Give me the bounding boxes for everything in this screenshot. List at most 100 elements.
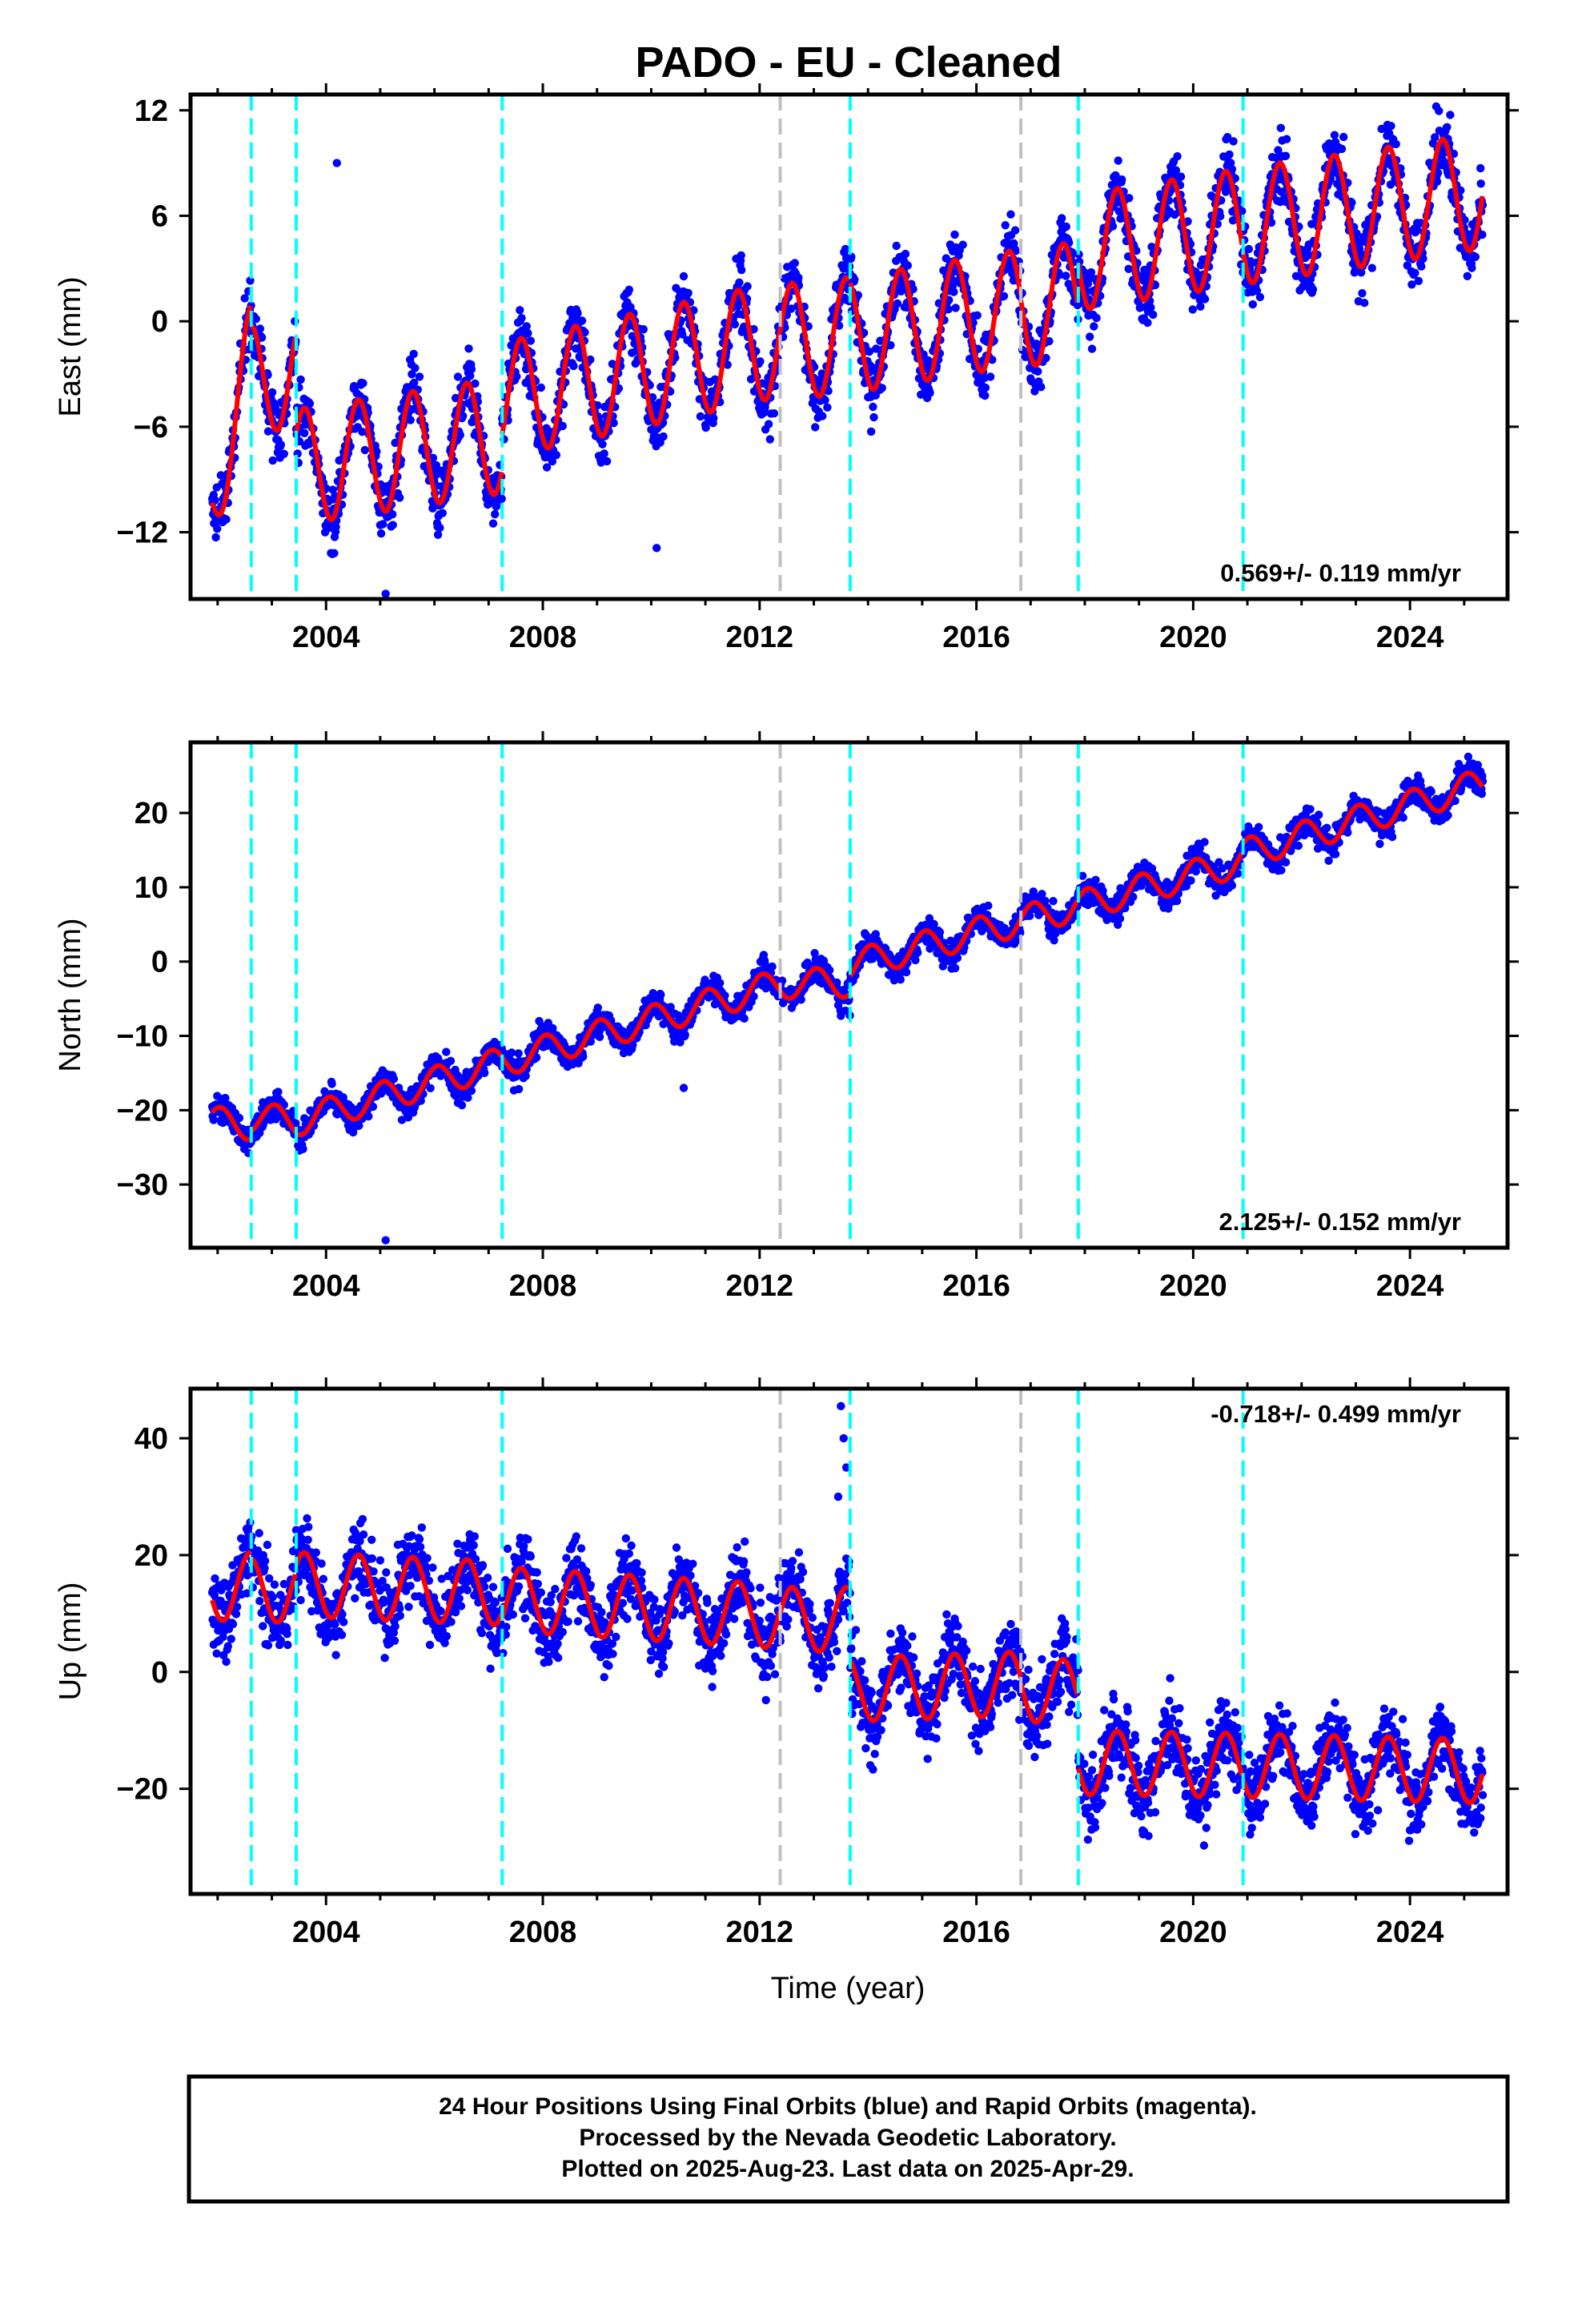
east-data-point bbox=[438, 509, 447, 517]
north-data-point bbox=[1012, 936, 1021, 945]
east-data-point bbox=[723, 360, 732, 369]
north-panel: 2004 2008 2012 2016 2020 2024−30−20−1001020No… bbox=[54, 731, 1519, 1303]
east-data-point bbox=[1146, 303, 1155, 312]
east-data-point bbox=[1431, 133, 1439, 142]
east-data-point bbox=[1387, 122, 1395, 131]
east-data-point bbox=[222, 515, 231, 524]
east-data-point bbox=[1229, 137, 1238, 146]
east-data-point bbox=[973, 311, 982, 320]
east-data-point bbox=[1281, 151, 1291, 160]
east-data-point bbox=[268, 456, 277, 465]
east-data-point bbox=[1087, 344, 1097, 353]
east-model-fit-segment bbox=[1018, 241, 1080, 368]
east-data-point bbox=[1176, 172, 1186, 181]
east-data-point bbox=[410, 378, 419, 388]
east-data-point bbox=[737, 251, 745, 260]
north-data-point bbox=[1078, 871, 1087, 880]
east-data-point bbox=[1114, 156, 1122, 165]
east-data-point bbox=[573, 309, 582, 318]
east-data-point bbox=[1227, 165, 1237, 174]
east-data-point bbox=[411, 364, 420, 372]
north-data-point bbox=[416, 1096, 425, 1105]
east-data-point bbox=[263, 427, 273, 436]
north-data-point bbox=[389, 1075, 399, 1084]
east-data-point bbox=[305, 399, 315, 408]
east-data-point bbox=[526, 336, 535, 345]
east-data-point bbox=[251, 315, 260, 324]
east-data-point bbox=[764, 420, 773, 428]
east-data-point bbox=[609, 419, 618, 428]
east-data-point bbox=[696, 412, 705, 421]
north-data-point bbox=[656, 991, 665, 999]
east-data-point bbox=[1010, 226, 1020, 235]
x-tick-label: 2008 bbox=[509, 621, 577, 654]
east-data-point bbox=[950, 230, 959, 239]
east-data-point bbox=[372, 447, 381, 456]
north-data-point bbox=[740, 1014, 749, 1023]
east-model-fit-segment bbox=[249, 323, 298, 433]
north-data-point bbox=[1049, 897, 1058, 906]
east-data-point bbox=[1377, 124, 1386, 134]
east-data-point bbox=[359, 379, 367, 388]
east-data-point bbox=[865, 347, 874, 356]
east-data-point bbox=[730, 320, 739, 329]
east-data-point bbox=[648, 393, 657, 402]
x-tick-label: 2016 bbox=[942, 621, 1010, 654]
north-data-point bbox=[464, 1093, 472, 1102]
east-data-point bbox=[467, 364, 476, 374]
east-data-point bbox=[471, 379, 480, 388]
east-data-point bbox=[524, 328, 532, 338]
east-data-point bbox=[428, 453, 438, 462]
north-data-point bbox=[595, 1032, 604, 1042]
north-data-point bbox=[901, 967, 911, 977]
east-data-point bbox=[950, 287, 958, 296]
east-data-point bbox=[602, 456, 612, 466]
east-data-point bbox=[756, 357, 765, 366]
east-data-point bbox=[1407, 280, 1416, 289]
x-tick-label: 2020 bbox=[1159, 621, 1227, 654]
east-data-point bbox=[1183, 217, 1192, 226]
east-data-point bbox=[1308, 285, 1318, 294]
east-data-point bbox=[213, 525, 222, 533]
east-data-point bbox=[999, 292, 1009, 300]
north-data-point bbox=[666, 1003, 675, 1011]
north-data-point bbox=[1147, 864, 1157, 873]
y-tick-label: 0 bbox=[151, 305, 168, 339]
east-data-point bbox=[598, 440, 607, 448]
north-data-point bbox=[467, 1086, 476, 1096]
east-data-point bbox=[279, 449, 288, 458]
north-data-point bbox=[676, 1038, 685, 1047]
east-data-point bbox=[379, 520, 387, 529]
east-data-point bbox=[1188, 305, 1198, 314]
east-data-point bbox=[1062, 271, 1070, 280]
east-data-point bbox=[497, 494, 506, 503]
east-data-point bbox=[1124, 264, 1133, 273]
north-data-point bbox=[274, 1088, 283, 1096]
east-data-point bbox=[1030, 387, 1039, 396]
north-data-point bbox=[376, 1089, 386, 1098]
north-data-point bbox=[327, 1080, 336, 1088]
east-data-point bbox=[1086, 267, 1096, 277]
east-data-point bbox=[1244, 244, 1254, 254]
y-tick-label: 6 bbox=[151, 199, 168, 233]
east-data-point bbox=[376, 529, 386, 538]
north-data-point bbox=[749, 992, 758, 1001]
east-data-point bbox=[1037, 383, 1046, 392]
east-data-point bbox=[1419, 254, 1427, 263]
east-data-point bbox=[1118, 175, 1126, 184]
east-data-point bbox=[1352, 229, 1361, 238]
north-data-point bbox=[825, 966, 834, 975]
east-data-point bbox=[951, 304, 960, 312]
north-data-point bbox=[586, 1037, 595, 1046]
east-data-point bbox=[1045, 336, 1054, 346]
east-data-point bbox=[893, 299, 902, 308]
east-data-point bbox=[769, 409, 779, 418]
east-data-point bbox=[1216, 211, 1225, 221]
north-data-point bbox=[1038, 890, 1046, 899]
east-data-point bbox=[1223, 133, 1232, 142]
east-data-point bbox=[1058, 214, 1066, 223]
north-data-point bbox=[797, 995, 805, 1004]
east-data-point bbox=[1143, 318, 1152, 328]
east-model-fit-segment bbox=[848, 248, 1023, 392]
